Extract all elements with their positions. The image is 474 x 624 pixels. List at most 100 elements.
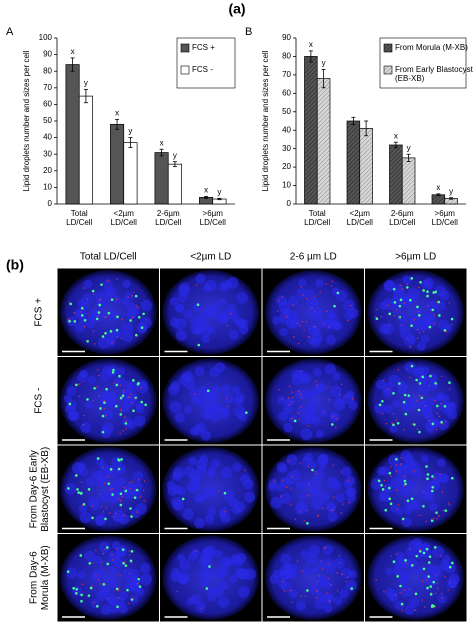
droplet (102, 466, 105, 469)
droplet (307, 495, 310, 497)
droplet (143, 500, 145, 502)
nucleus (432, 546, 444, 558)
nucleus (108, 603, 120, 614)
droplet (93, 601, 95, 604)
nucleus (198, 386, 209, 396)
droplet (142, 312, 145, 316)
droplet (421, 375, 425, 379)
droplet (97, 369, 99, 371)
droplet (327, 577, 330, 580)
nucleus (63, 394, 72, 403)
nucleus (140, 573, 152, 586)
droplet (290, 401, 293, 403)
droplet (313, 325, 315, 328)
droplet (389, 502, 393, 506)
nucleus (304, 452, 314, 462)
nucleus (133, 415, 146, 427)
droplet (406, 283, 409, 285)
y-tick-label: 10 (282, 181, 291, 190)
y-axis-label: Lipid droplets number and sizes per cell (261, 50, 270, 191)
bar (110, 123, 125, 205)
nucleus (83, 279, 93, 289)
droplet (438, 515, 440, 517)
droplet (293, 419, 297, 423)
droplet (327, 562, 329, 565)
nucleus (92, 569, 104, 580)
nucleus (277, 578, 288, 589)
droplet (286, 316, 288, 318)
droplet (105, 506, 107, 509)
nucleus (194, 366, 205, 377)
droplet (66, 570, 70, 573)
nucleus (374, 402, 386, 414)
droplet (137, 577, 140, 581)
droplet (97, 579, 100, 581)
nucleus (228, 329, 240, 340)
droplet (98, 299, 101, 302)
nucleus (426, 425, 435, 434)
nucleus (325, 334, 336, 346)
legend-swatch (180, 65, 190, 75)
nucleus (319, 492, 330, 503)
y-tick-label: 80 (282, 52, 291, 61)
droplet (432, 580, 436, 584)
droplet (396, 508, 399, 510)
nucleus (431, 472, 443, 484)
nucleus (117, 603, 128, 614)
nucleus (203, 545, 216, 558)
droplet (300, 370, 303, 372)
nucleus (205, 279, 217, 292)
droplet (83, 326, 86, 328)
droplet (375, 317, 379, 321)
droplet (387, 304, 390, 307)
droplet (445, 331, 448, 333)
droplet (80, 311, 82, 313)
nucleus (130, 569, 140, 579)
droplet (117, 589, 120, 592)
nucleus (97, 475, 109, 487)
droplet (92, 330, 95, 332)
nucleus (396, 382, 409, 394)
nucleus (300, 549, 309, 559)
droplet (105, 546, 109, 549)
nucleus (341, 466, 352, 477)
nucleus (426, 300, 438, 312)
droplet (99, 583, 101, 585)
droplet (333, 304, 336, 308)
error-bar (172, 161, 177, 168)
nucleus (235, 552, 247, 564)
nucleus (170, 297, 179, 306)
droplet (136, 382, 140, 386)
nucleus (395, 551, 405, 561)
significance-letter: x (160, 138, 164, 147)
droplet (226, 325, 229, 327)
droplet (433, 322, 436, 325)
droplet (208, 565, 211, 568)
nucleus (219, 409, 230, 420)
nucleus (276, 483, 285, 492)
nucleus (434, 285, 446, 297)
nucleus (201, 487, 214, 500)
droplet (440, 420, 443, 424)
droplet (223, 511, 226, 513)
nucleus (279, 492, 292, 504)
droplet (133, 496, 137, 500)
y-tick-label: 50 (43, 116, 52, 125)
droplet (120, 410, 122, 412)
droplet (422, 504, 425, 508)
droplet (419, 514, 422, 517)
droplet (418, 549, 422, 553)
droplet (104, 316, 106, 319)
droplet (111, 341, 113, 344)
droplet (102, 553, 105, 555)
nucleus (199, 397, 211, 409)
droplet (68, 319, 71, 323)
droplet (127, 602, 130, 605)
nucleus (229, 574, 238, 584)
droplet (323, 547, 326, 549)
droplet (105, 387, 108, 391)
nucleus (89, 500, 100, 511)
droplet (292, 304, 294, 306)
droplet (332, 509, 334, 511)
droplet (73, 311, 75, 314)
